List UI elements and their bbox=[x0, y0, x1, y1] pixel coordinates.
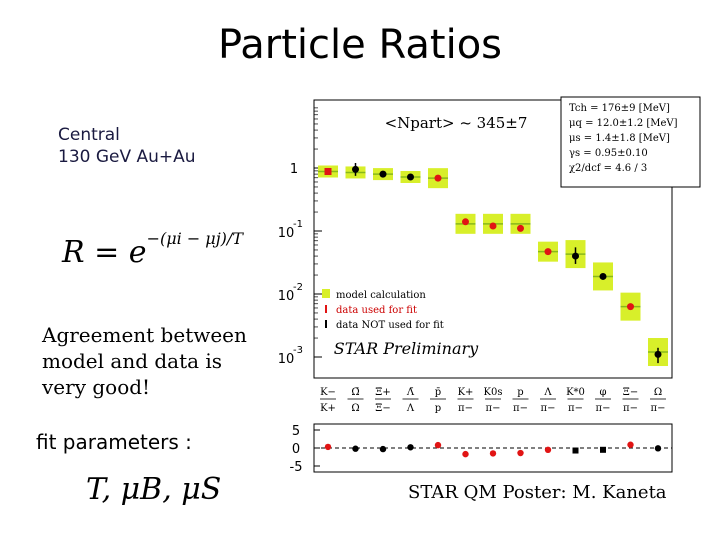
fit-results-box bbox=[560, 96, 701, 188]
fit-result-line: Tch = 176±9 [MeV] bbox=[569, 103, 670, 114]
y-tick-label: 10 bbox=[278, 289, 295, 304]
data-point-used bbox=[434, 174, 442, 182]
category-denominator: π− bbox=[651, 403, 666, 414]
page-title: Particle Ratios bbox=[217, 22, 503, 68]
y-tick-label: 1 bbox=[290, 162, 298, 177]
category-numerator: Λ̄ bbox=[406, 387, 415, 398]
residual-point bbox=[544, 446, 552, 453]
data-point-not-used bbox=[407, 173, 414, 181]
fit-parameters-symbols: T, μB, μS bbox=[86, 472, 222, 507]
category-denominator: π− bbox=[541, 403, 556, 414]
collision-label: Central 130 GeV Au+Au bbox=[58, 124, 196, 168]
y-tick-label-exponent: -3 bbox=[293, 345, 303, 356]
category-denominator: π− bbox=[596, 403, 611, 414]
data-point-not-used bbox=[654, 350, 662, 358]
residual-plot: 5 0 -5 bbox=[290, 423, 673, 475]
category-denominator: π− bbox=[623, 403, 638, 414]
agreement-line2: model and data is bbox=[42, 349, 223, 373]
category-denominator: K+ bbox=[320, 403, 336, 414]
residual-point bbox=[407, 444, 414, 451]
y-tick-label-exponent: -1 bbox=[293, 219, 303, 230]
y-tick-label-exponent: -2 bbox=[293, 282, 303, 293]
data-point-not-used bbox=[599, 272, 607, 280]
residual-point bbox=[324, 443, 332, 451]
data-point-not-used bbox=[352, 165, 359, 173]
category-numerator: Ω̄ bbox=[351, 387, 359, 398]
category-denominator: π− bbox=[486, 403, 501, 414]
formula-base: R = e bbox=[62, 235, 147, 270]
category-numerator: K− bbox=[320, 387, 336, 398]
data-point-used bbox=[517, 224, 524, 232]
chart-title: <Npart> ~ 345±7 bbox=[385, 114, 528, 132]
data-point-used bbox=[489, 222, 497, 230]
category-numerator: Ω bbox=[654, 387, 662, 398]
category-numerator: Ξ̄+ bbox=[375, 387, 390, 398]
data-point-not-used bbox=[572, 252, 579, 260]
y-tick-label: 10 bbox=[278, 352, 295, 367]
legend-label: model calculation bbox=[336, 290, 426, 301]
fit-result-line: γs = 0.95±0.10 bbox=[569, 148, 648, 159]
y-tick-label: 10 bbox=[278, 226, 295, 241]
collision-label-line1: Central bbox=[58, 125, 120, 145]
data-point-used bbox=[324, 167, 332, 175]
fit-result-line: μs = 1.4±1.8 [MeV] bbox=[569, 133, 670, 144]
residual-point bbox=[517, 449, 524, 457]
category-denominator: π− bbox=[568, 403, 583, 414]
plot-frame bbox=[313, 99, 673, 379]
star-preliminary-label: STAR Preliminary bbox=[334, 339, 479, 358]
residual-tick-label: 5 bbox=[292, 424, 300, 439]
legend-label: data used for fit bbox=[336, 305, 417, 316]
category-numerator: Λ bbox=[543, 387, 552, 398]
legend-marker bbox=[322, 289, 330, 298]
category-numerator: φ bbox=[599, 387, 606, 398]
residual-point bbox=[600, 446, 606, 453]
category-row: K−K+Ω̄ΩΞ̄+Ξ−Λ̄Λp̄pK+π−K0sπ−pπ−Λπ−K*0π−φπ… bbox=[320, 387, 666, 414]
category-numerator: p bbox=[517, 387, 523, 398]
residual-point bbox=[379, 445, 387, 453]
fit-result-line: χ2/dcf = 4.6 / 3 bbox=[569, 163, 647, 174]
residual-point bbox=[462, 450, 469, 458]
residual-point bbox=[352, 445, 359, 452]
ratio-formula: R = e−(μi − μj)/T bbox=[62, 229, 243, 270]
residual-tick-label: 0 bbox=[292, 442, 300, 457]
data-point-used bbox=[462, 218, 469, 226]
formula-exponent: −(μi − μj)/T bbox=[146, 229, 243, 248]
category-numerator: Ξ− bbox=[623, 387, 638, 398]
fit-result-line: μq = 12.0±1.2 [MeV] bbox=[569, 118, 678, 129]
residual-point bbox=[654, 445, 662, 452]
category-numerator: K*0 bbox=[566, 387, 585, 398]
residual-point bbox=[489, 450, 497, 457]
category-denominator: π− bbox=[458, 403, 473, 414]
agreement-line3: very good! bbox=[42, 375, 151, 399]
category-denominator: Ξ− bbox=[375, 403, 390, 414]
category-numerator: K+ bbox=[458, 387, 474, 398]
residual-point bbox=[434, 441, 442, 449]
category-denominator: π− bbox=[513, 403, 528, 414]
legend-label: data NOT used for fit bbox=[336, 320, 444, 331]
residual-point bbox=[627, 441, 634, 448]
poster-credit: STAR QM Poster: M. Kaneta bbox=[408, 482, 667, 503]
agreement-line1: Agreement between bbox=[42, 323, 247, 347]
data-point-used bbox=[544, 248, 552, 256]
category-numerator: p̄ bbox=[435, 387, 441, 398]
fit-parameters-label: fit parameters : bbox=[36, 430, 192, 454]
category-numerator: K0s bbox=[484, 387, 503, 398]
category-denominator: p bbox=[435, 403, 441, 414]
residual-point bbox=[572, 447, 579, 454]
residual-tick-label: -5 bbox=[290, 460, 303, 475]
category-denominator: Ω bbox=[351, 403, 359, 414]
agreement-note: Agreement between model and data is very… bbox=[42, 322, 262, 400]
data-point-not-used bbox=[379, 170, 387, 178]
category-denominator: Λ bbox=[406, 403, 415, 414]
collision-label-line2: 130 GeV Au+Au bbox=[58, 147, 196, 167]
data-point-used bbox=[627, 303, 634, 311]
